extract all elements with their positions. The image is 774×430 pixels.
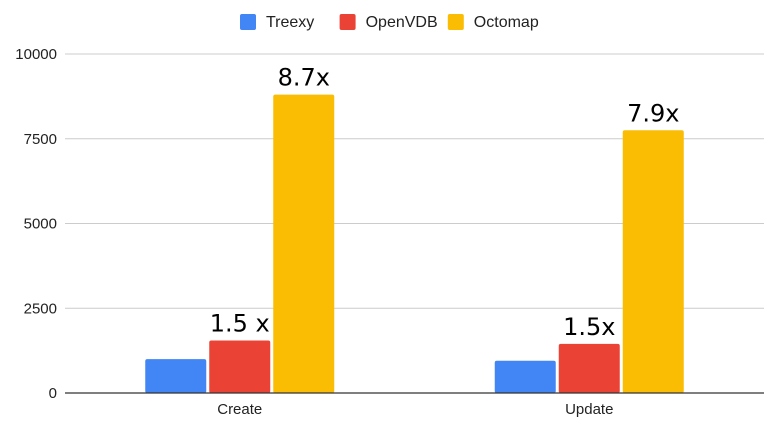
bar-octomap-create xyxy=(273,94,335,394)
x-tick-label: Update xyxy=(565,401,613,418)
bar-openvdb-update xyxy=(558,343,620,393)
bar-annotation: 1.5x xyxy=(563,313,615,341)
legend-swatch-octomap xyxy=(447,14,464,30)
y-tick-label: 7500 xyxy=(24,131,57,148)
x-tick-label: Create xyxy=(217,401,262,418)
bar-openvdb-create xyxy=(209,340,271,393)
bar-annotations: 1.5 x 8.7x 1.5x 7.9x xyxy=(210,64,680,341)
x-axis-ticks: Create Update xyxy=(217,401,613,418)
bar-annotation: 1.5 x xyxy=(210,309,270,337)
y-tick-label: 10000 xyxy=(15,46,57,63)
bar-octomap-update xyxy=(622,130,684,393)
legend-label-treexy: Treexy xyxy=(266,14,314,31)
bar-annotation: 7.9x xyxy=(627,99,679,127)
y-tick-label: 0 xyxy=(49,385,57,402)
bars xyxy=(145,94,684,394)
bar-annotation: 8.7x xyxy=(278,64,330,92)
legend-label-octomap: Octomap xyxy=(474,14,539,31)
legend-label-openvdb: OpenVDB xyxy=(366,14,438,31)
chart-legend: Treexy OpenVDB Octomap xyxy=(240,14,539,31)
y-axis-ticks: 0 2500 5000 7500 10000 xyxy=(15,46,57,402)
legend-swatch-treexy xyxy=(240,14,256,30)
y-tick-label: 2500 xyxy=(24,300,57,317)
bar-treexy-create xyxy=(145,359,207,393)
legend-swatch-openvdb xyxy=(339,14,356,30)
y-tick-label: 5000 xyxy=(24,216,57,233)
bar-treexy-update xyxy=(494,360,556,393)
